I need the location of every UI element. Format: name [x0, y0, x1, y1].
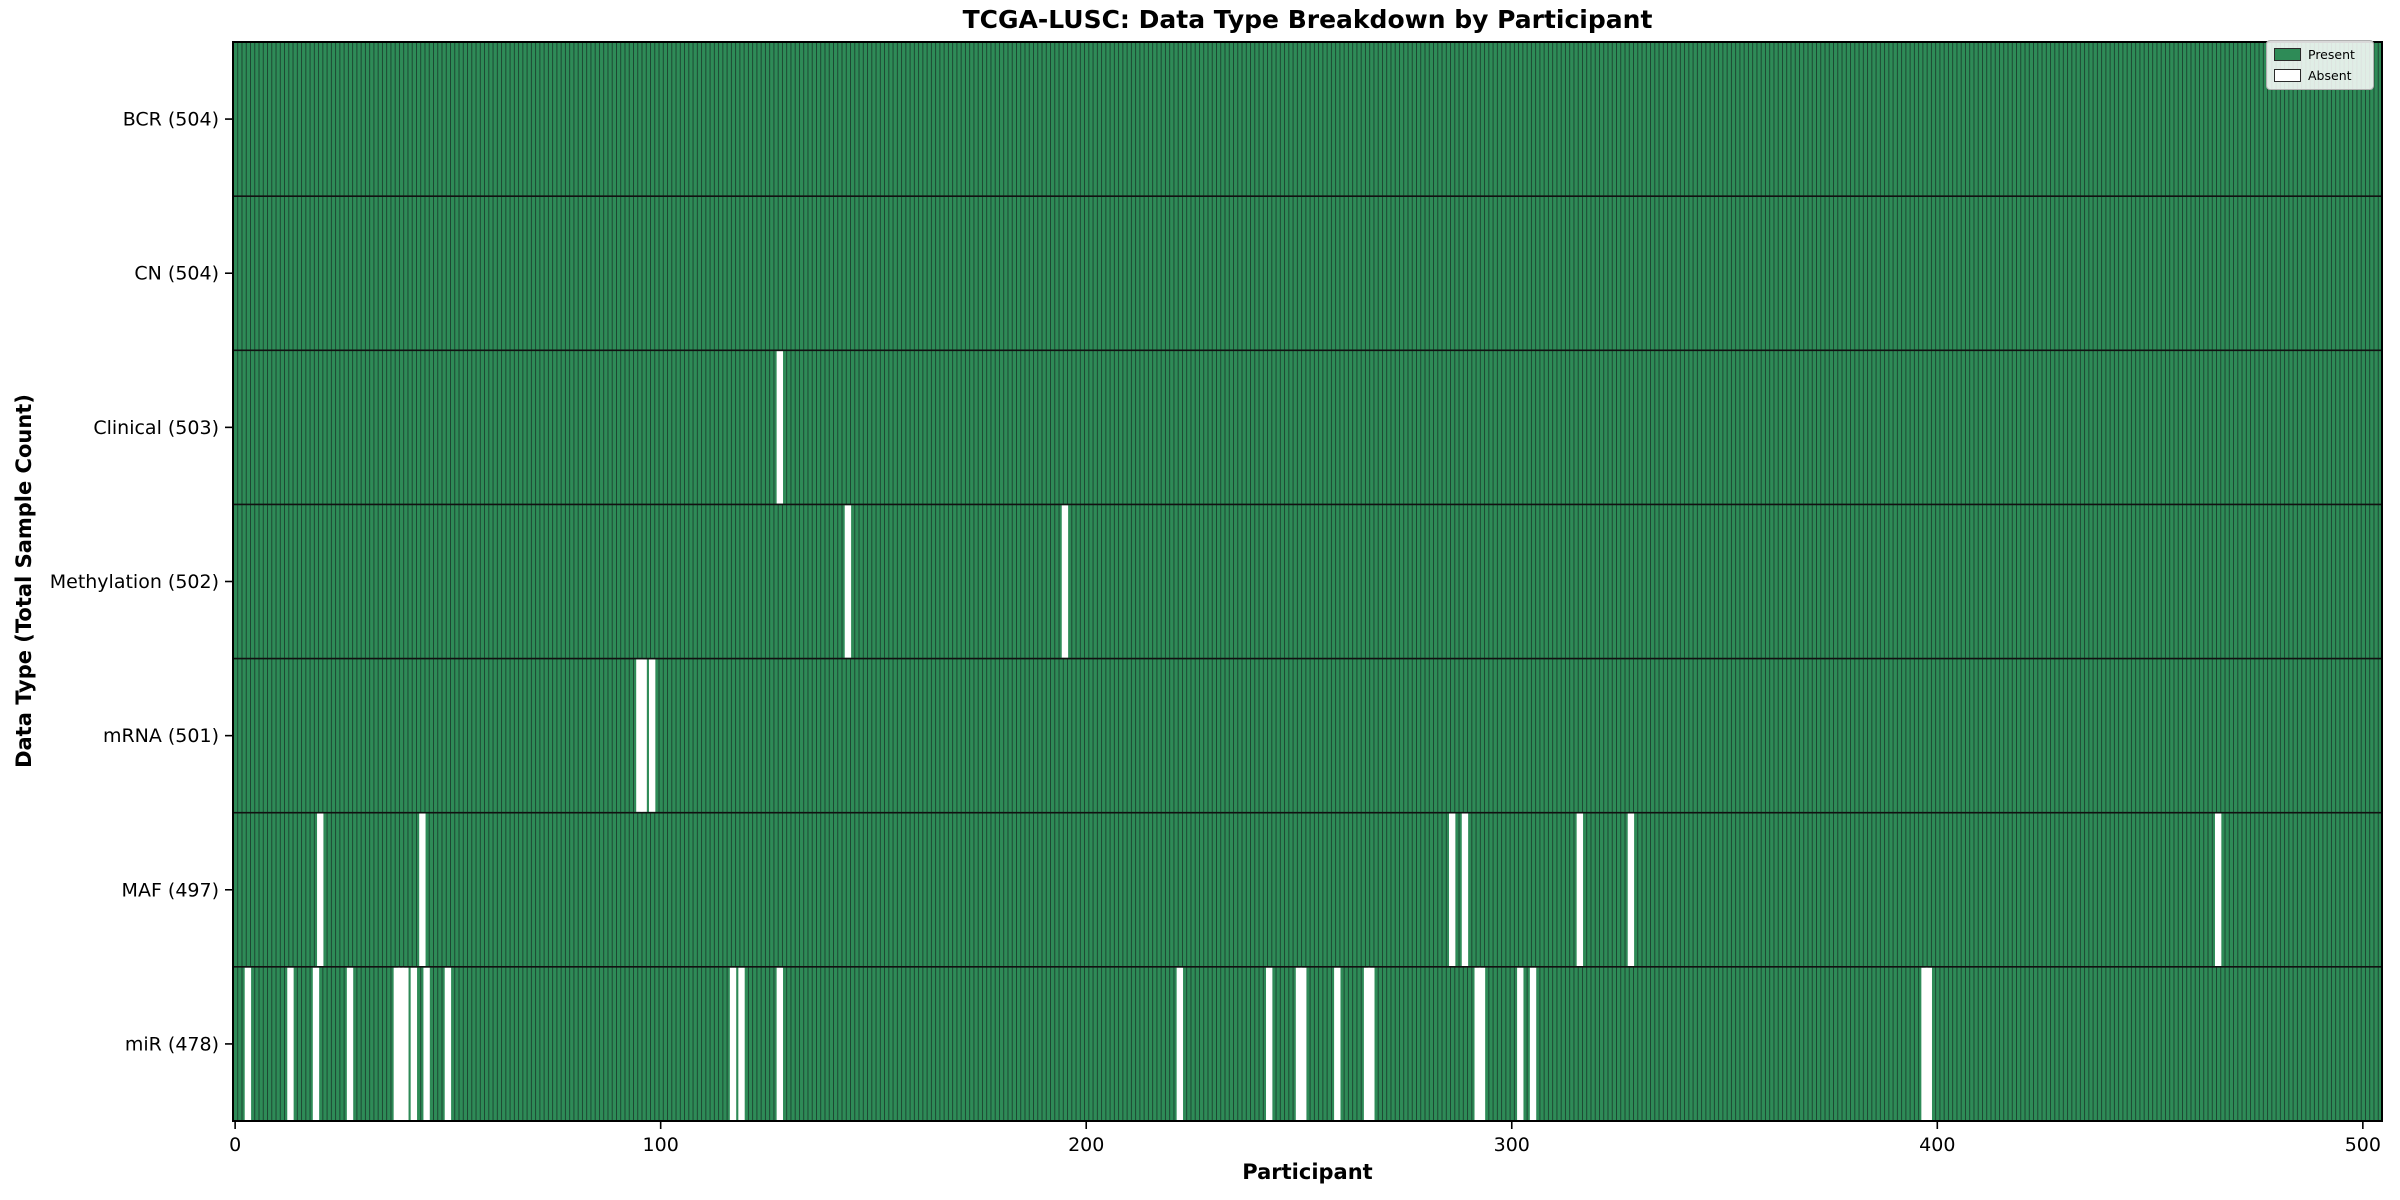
x-tick-label: 200 [1068, 1134, 1104, 1156]
row-present-bars-MAF [233, 812, 2382, 967]
legend-item-present: Present [2274, 46, 2366, 63]
row-present-bars-Methylation [233, 504, 2382, 659]
absent-gap-MAF-44 [419, 813, 426, 967]
absent-gap-miR-222 [1176, 967, 1184, 1121]
absent-gap-miR-27 [346, 967, 354, 1121]
absent-gap-miR-38 [393, 967, 401, 1121]
absent-gap-miR-251 [1300, 967, 1307, 1121]
absent-gap-miR-13 [287, 967, 294, 1121]
absent-gap-miR-39 [397, 967, 405, 1121]
y-tick-label-CN: CN (504) [134, 263, 219, 285]
row-present-bars-BCR [233, 42, 2382, 197]
row-present-bars-miR [233, 966, 2382, 1121]
absent-gap-MAF-316 [1576, 813, 1584, 967]
absent-gap-miR-267 [1368, 967, 1375, 1121]
y-tick-label-Clinical: Clinical (503) [93, 417, 219, 439]
absent-gap-miR-398 [1925, 967, 1932, 1121]
x-tick-label: 0 [229, 1134, 241, 1156]
chart-title: TCGA-LUSC: Data Type Breakdown by Partic… [962, 5, 1653, 34]
absent-gap-miR-292 [1474, 967, 1481, 1121]
absent-gap-MAF-289 [1461, 813, 1469, 967]
absent-gap-miR-45 [423, 967, 430, 1121]
absent-gap-MAF-466 [2214, 813, 2222, 967]
absent-gap-MAF-328 [1627, 813, 1635, 967]
absent-gap-miR-250 [1295, 967, 1303, 1121]
x-tick-label: 100 [643, 1134, 679, 1156]
absent-gap-MAF-20 [317, 813, 324, 967]
legend-item-absent: Absent [2274, 67, 2366, 84]
legend: Present Absent [2266, 40, 2374, 90]
y-axis-label: Data Type (Total Sample Count) [12, 394, 36, 768]
row-present-bars-Clinical [233, 350, 2382, 505]
absent-gap-miR-243 [1266, 967, 1273, 1121]
legend-swatch-present [2274, 48, 2301, 61]
y-tick-label-Methylation: Methylation (502) [50, 571, 219, 593]
y-tick-label-BCR: BCR (504) [123, 109, 219, 131]
absent-gap-mRNA-96 [640, 659, 647, 812]
absent-gap-mRNA-98 [648, 659, 656, 812]
absent-gap-miR-305 [1529, 967, 1537, 1121]
legend-label-absent: Absent [2308, 68, 2352, 83]
absent-gap-Methylation-195 [1061, 505, 1069, 658]
y-tick-label-mRNA: mRNA (501) [103, 725, 219, 747]
absent-gap-miR-19 [312, 967, 320, 1121]
absent-gap-miR-259 [1334, 967, 1341, 1121]
absent-gap-miR-128 [776, 967, 784, 1121]
absent-gap-Methylation-144 [844, 505, 852, 658]
absent-gap-miR-266 [1363, 967, 1371, 1121]
legend-swatch-absent [2274, 69, 2301, 82]
x-tick-label: 400 [1919, 1134, 1955, 1156]
absent-gap-miR-293 [1478, 967, 1486, 1121]
row-present-bars-CN [233, 196, 2382, 351]
legend-label-present: Present [2308, 47, 2355, 62]
absent-gap-miR-397 [1921, 967, 1928, 1121]
absent-gap-miR-119 [738, 967, 745, 1121]
y-tick-label-MAF: MAF (497) [122, 879, 219, 901]
absent-gap-miR-42 [410, 967, 418, 1121]
x-axis-label: Participant [1242, 1160, 1373, 1184]
absent-gap-miR-117 [729, 967, 737, 1121]
absent-gap-MAF-286 [1448, 813, 1456, 967]
absent-gap-mRNA-95 [636, 659, 643, 812]
absent-gap-Clinical-128 [776, 351, 784, 504]
y-tick-label-miR: miR (478) [125, 1033, 219, 1055]
absent-gap-miR-50 [444, 967, 452, 1121]
absent-gap-miR-302 [1517, 967, 1524, 1121]
absent-gap-miR-40 [402, 967, 409, 1121]
x-tick-label: 500 [2345, 1134, 2381, 1156]
x-tick-label: 300 [1494, 1134, 1530, 1156]
absent-gap-miR-3 [244, 967, 252, 1121]
row-present-bars-mRNA [233, 658, 2382, 813]
